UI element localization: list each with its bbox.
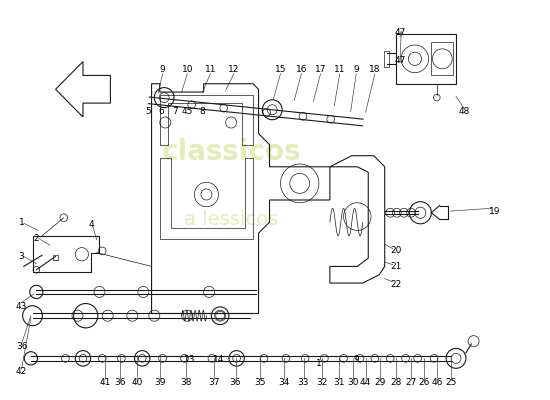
Text: 35: 35 (254, 378, 266, 387)
Text: 11: 11 (205, 65, 216, 74)
Text: 18: 18 (369, 65, 381, 74)
Text: 8: 8 (200, 107, 206, 116)
Text: 47: 47 (394, 56, 406, 65)
Text: 44: 44 (360, 378, 371, 387)
Text: 30: 30 (347, 378, 359, 387)
Text: 38: 38 (180, 378, 192, 387)
Text: 10: 10 (182, 65, 193, 74)
Text: 36: 36 (230, 378, 241, 387)
Text: classicos: classicos (161, 138, 301, 166)
Text: 42: 42 (16, 367, 27, 376)
Text: 34: 34 (278, 378, 289, 387)
Text: 28: 28 (390, 378, 402, 387)
Text: 21: 21 (390, 262, 402, 271)
Text: a lessicos: a lessicos (184, 210, 278, 230)
Text: 7: 7 (172, 107, 178, 116)
Text: 19: 19 (489, 206, 500, 216)
Text: 5: 5 (145, 107, 151, 116)
Text: 41: 41 (99, 378, 111, 387)
Text: 36: 36 (16, 342, 28, 351)
Text: 15: 15 (275, 65, 286, 74)
Text: 29: 29 (375, 378, 386, 387)
Text: 1: 1 (19, 218, 24, 227)
Text: 47: 47 (394, 28, 406, 37)
Text: 14: 14 (213, 355, 225, 364)
Text: 32: 32 (316, 378, 327, 387)
Bar (53, 255, 58, 260)
Text: 48: 48 (459, 107, 470, 116)
Text: 46: 46 (431, 378, 443, 387)
Text: 25: 25 (445, 378, 456, 387)
Text: 20: 20 (390, 246, 402, 256)
Text: 1: 1 (316, 359, 322, 368)
Text: 11: 11 (334, 65, 345, 74)
Text: 26: 26 (419, 378, 430, 387)
Text: 4: 4 (89, 220, 94, 230)
Text: 31: 31 (333, 378, 344, 387)
Text: 16: 16 (295, 65, 307, 74)
Bar (431, 42, 453, 76)
Text: 9: 9 (353, 65, 359, 74)
Text: 22: 22 (390, 280, 402, 289)
Text: 3: 3 (19, 252, 24, 261)
Text: 13: 13 (184, 355, 196, 364)
Bar (383, 50, 389, 67)
Text: 45: 45 (182, 107, 193, 116)
Text: 27: 27 (405, 378, 417, 387)
Text: 9: 9 (160, 65, 166, 74)
Text: 12: 12 (228, 65, 240, 74)
Text: 2: 2 (34, 234, 39, 243)
Text: 6: 6 (158, 107, 164, 116)
Text: 40: 40 (131, 378, 142, 387)
Text: 37: 37 (208, 378, 219, 387)
Text: 33: 33 (298, 378, 309, 387)
Text: 17: 17 (315, 65, 326, 74)
Text: 36: 36 (114, 378, 126, 387)
Text: 43: 43 (16, 302, 28, 311)
Text: 9: 9 (353, 355, 359, 364)
Text: 39: 39 (154, 378, 166, 387)
